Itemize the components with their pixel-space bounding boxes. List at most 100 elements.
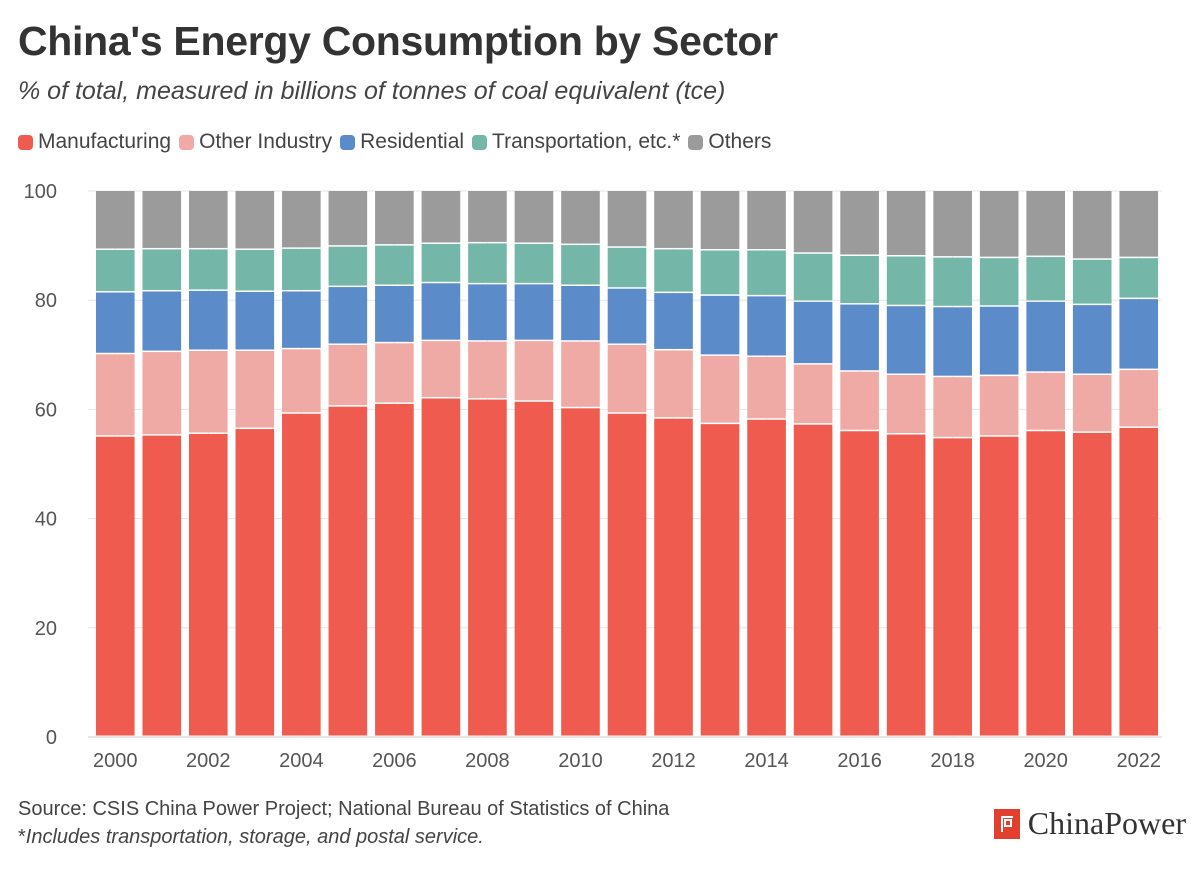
bar-segment[interactable] [886,256,926,305]
bar-segment[interactable] [933,307,972,376]
bar-segment[interactable] [468,191,507,242]
bar-segment[interactable] [1119,370,1159,427]
bar-segment[interactable] [514,401,554,736]
bar-segment[interactable] [95,436,135,736]
bar-segment[interactable] [328,344,368,406]
bar-segment[interactable] [468,284,507,341]
bar-segment[interactable] [1072,375,1112,432]
bar-segment[interactable] [1026,372,1066,430]
bar-segment[interactable] [793,253,833,301]
bar-segment[interactable] [188,249,228,290]
bar-segment[interactable] [840,255,879,304]
bar-segment[interactable] [886,191,926,256]
bar-segment[interactable] [468,341,507,399]
bar-segment[interactable] [142,291,182,351]
legend-item[interactable]: Transportation, etc.* [472,130,680,154]
bar-segment[interactable] [1119,258,1159,298]
bar-segment[interactable] [188,350,228,433]
bar-segment[interactable] [793,364,833,424]
bar-segment[interactable] [1026,301,1066,372]
bar-segment[interactable] [421,283,461,340]
bar-segment[interactable] [188,290,228,350]
bar-segment[interactable] [235,191,275,249]
bar-segment[interactable] [561,245,600,285]
bar-segment[interactable] [235,292,275,350]
bar-segment[interactable] [1072,259,1112,304]
bar-segment[interactable] [95,292,135,353]
bar-segment[interactable] [747,296,786,356]
bar-segment[interactable] [793,191,833,253]
bar-segment[interactable] [561,341,600,407]
bar-segment[interactable] [607,191,647,247]
bar-segment[interactable] [886,434,926,736]
bar-segment[interactable] [235,249,275,291]
bar-segment[interactable] [979,376,1019,436]
bar-segment[interactable] [375,403,414,736]
bar-segment[interactable] [1072,191,1112,259]
bar-segment[interactable] [95,354,135,436]
bar-segment[interactable] [654,418,693,736]
bar-segment[interactable] [840,191,879,255]
bar-segment[interactable] [328,287,368,344]
bar-segment[interactable] [282,191,321,248]
bar-segment[interactable] [747,356,786,419]
bar-segment[interactable] [328,246,368,286]
bar-segment[interactable] [95,191,135,249]
bar-segment[interactable] [375,343,414,403]
bar-segment[interactable] [421,191,461,243]
bar-segment[interactable] [654,249,693,292]
bar-segment[interactable] [1072,432,1112,736]
bar-segment[interactable] [235,350,275,428]
bar-segment[interactable] [235,429,275,736]
bar-segment[interactable] [700,295,740,355]
bar-segment[interactable] [561,408,600,736]
bar-segment[interactable] [886,306,926,374]
bar-segment[interactable] [282,248,321,290]
bar-segment[interactable] [514,284,554,340]
bar-segment[interactable] [1119,191,1159,257]
bar-segment[interactable] [1026,431,1066,736]
bar-segment[interactable] [979,258,1019,306]
bar-segment[interactable] [840,304,879,371]
bar-segment[interactable] [95,249,135,292]
bar-segment[interactable] [840,371,879,430]
bar-segment[interactable] [979,436,1019,736]
legend-item[interactable]: Residential [340,130,464,154]
bar-segment[interactable] [282,413,321,736]
bar-segment[interactable] [1119,427,1159,736]
bar-segment[interactable] [840,431,879,736]
bar-segment[interactable] [561,191,600,244]
legend-item[interactable]: Other Industry [179,130,332,154]
bar-segment[interactable] [421,398,461,736]
bar-segment[interactable] [1026,191,1066,256]
bar-segment[interactable] [793,424,833,736]
bar-segment[interactable] [328,191,368,246]
bar-segment[interactable] [561,286,600,341]
bar-segment[interactable] [282,349,321,413]
bar-segment[interactable] [607,247,647,288]
bar-segment[interactable] [700,191,740,250]
bar-segment[interactable] [468,243,507,283]
bar-segment[interactable] [979,191,1019,257]
bar-segment[interactable] [933,438,972,736]
bar-segment[interactable] [421,341,461,397]
bar-segment[interactable] [375,245,414,285]
bar-segment[interactable] [933,191,972,257]
bar-segment[interactable] [607,344,647,413]
bar-segment[interactable] [654,191,693,248]
bar-segment[interactable] [421,243,461,282]
bar-segment[interactable] [1026,257,1066,301]
bar-segment[interactable] [468,399,507,736]
bar-segment[interactable] [514,341,554,401]
bar-segment[interactable] [188,191,228,248]
bar-segment[interactable] [514,243,554,283]
bar-segment[interactable] [700,424,740,736]
bar-segment[interactable] [607,288,647,344]
bar-segment[interactable] [793,301,833,364]
bar-segment[interactable] [142,352,182,435]
bar-segment[interactable] [933,257,972,306]
bar-segment[interactable] [142,435,182,736]
legend-item[interactable]: Manufacturing [18,130,171,154]
bar-segment[interactable] [607,413,647,736]
bar-segment[interactable] [142,249,182,290]
